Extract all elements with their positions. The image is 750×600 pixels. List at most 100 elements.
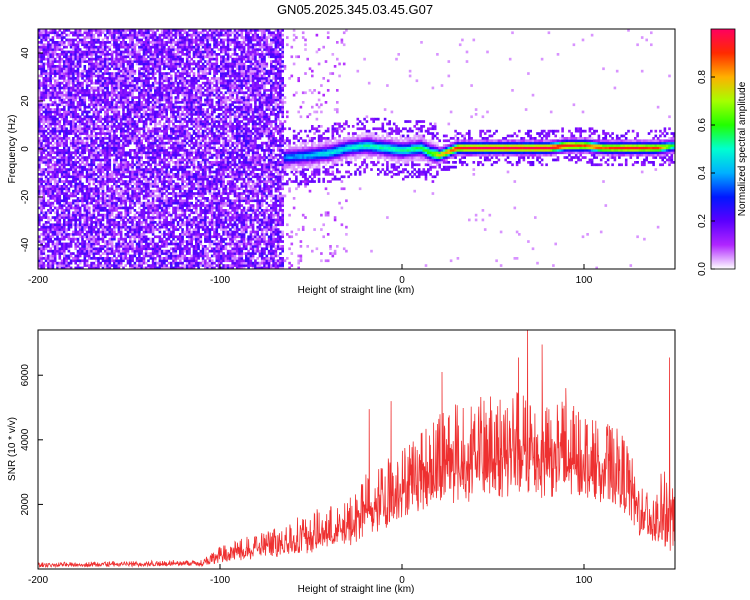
heatmap-cell <box>115 93 118 97</box>
heatmap-cell <box>90 257 93 260</box>
heatmap-cell <box>129 91 132 95</box>
heatmap-cell <box>135 257 139 260</box>
heatmap-cell <box>60 72 64 75</box>
heatmap-cell <box>49 125 52 128</box>
heatmap-cell <box>74 33 77 37</box>
heatmap-cell <box>149 156 153 159</box>
heatmap-cell <box>170 113 173 116</box>
heatmap-cell <box>69 252 73 255</box>
heatmap-cell <box>104 50 107 54</box>
heatmap-cell <box>147 177 150 181</box>
heatmap-cell <box>63 134 66 138</box>
heatmap-cell <box>76 86 80 90</box>
heatmap-cell <box>65 187 68 191</box>
heatmap-cell <box>38 96 41 99</box>
heatmap-cell <box>124 180 127 183</box>
heatmap-cell <box>179 233 182 236</box>
heatmap-cell <box>40 233 43 236</box>
heatmap-cell <box>110 209 114 212</box>
heatmap-cell <box>126 115 130 119</box>
heatmap-cell <box>56 91 59 95</box>
heatmap-cell <box>117 31 121 35</box>
heatmap-cell <box>124 33 127 37</box>
heatmap-cell <box>42 266 46 269</box>
heatmap-cell <box>49 211 52 215</box>
heatmap-cell <box>44 153 48 157</box>
heatmap-cell <box>101 67 105 71</box>
heatmap-cell <box>60 65 64 68</box>
heatmap-cell <box>140 38 143 42</box>
heatmap-cell <box>72 230 75 234</box>
heatmap-cell <box>40 91 43 95</box>
heatmap-cell <box>38 98 41 102</box>
heatmap-cell <box>117 69 121 73</box>
heatmap-cell <box>131 254 134 258</box>
heatmap-cell <box>126 235 130 239</box>
heatmap-cell <box>97 96 100 99</box>
heatmap-cell <box>154 245 157 248</box>
heatmap-cell <box>38 117 41 121</box>
heatmap-cell <box>144 146 148 150</box>
heatmap-cell <box>110 201 114 205</box>
heatmap-cell <box>115 206 118 210</box>
heatmap-cell <box>69 62 73 66</box>
heatmap-cell <box>156 53 159 56</box>
heatmap-cell <box>122 65 125 68</box>
heatmap-cell <box>133 175 137 179</box>
heatmap-cell <box>92 74 96 78</box>
heatmap-cell <box>129 84 132 87</box>
heatmap-cell <box>167 173 171 176</box>
heatmap-cell <box>172 86 175 90</box>
heatmap-cell <box>40 177 43 181</box>
heatmap-cell <box>138 187 141 191</box>
heatmap-cell <box>129 43 132 47</box>
heatmap-cell <box>149 237 153 241</box>
heatmap-cell <box>156 187 159 191</box>
heatmap-cell <box>69 55 73 59</box>
heatmap-cell <box>44 129 48 133</box>
heatmap-cell <box>165 31 168 35</box>
heatmap-cell <box>44 74 48 78</box>
heatmap-cell <box>47 153 50 157</box>
heatmap-cell <box>104 117 107 121</box>
heatmap-cell <box>104 261 107 265</box>
heatmap-cell <box>67 60 71 63</box>
heatmap-cell <box>90 29 93 32</box>
heatmap-cell <box>151 117 155 121</box>
heatmap-cell <box>163 182 166 186</box>
heatmap-cell <box>110 141 114 145</box>
heatmap-cell <box>49 218 52 222</box>
heatmap-cell <box>129 228 132 231</box>
heatmap-cell <box>147 211 150 215</box>
heatmap-cell <box>38 91 41 95</box>
heatmap-cell <box>167 187 171 191</box>
heatmap-cell <box>83 137 87 140</box>
heatmap-cell <box>42 93 46 97</box>
heatmap-cell <box>63 146 66 150</box>
heatmap-cell <box>47 74 50 78</box>
heatmap-cell <box>140 79 143 83</box>
heatmap-cell <box>99 84 102 87</box>
heatmap-cell <box>78 259 82 263</box>
heatmap-cell <box>117 65 121 68</box>
heatmap-cell <box>40 69 43 73</box>
heatmap-cell <box>88 163 91 167</box>
heatmap-cell <box>58 221 62 224</box>
heatmap-cell <box>172 144 175 147</box>
heatmap-cell <box>138 62 141 66</box>
heatmap-cell <box>110 103 114 107</box>
heatmap-cell <box>131 170 134 174</box>
heatmap-cell <box>113 115 116 119</box>
heatmap-cell <box>74 31 77 35</box>
heatmap-cell <box>47 122 50 126</box>
heatmap-cell <box>49 57 52 61</box>
heatmap-cell <box>76 117 80 121</box>
heatmap-cell <box>117 29 121 32</box>
heatmap-cell <box>122 221 125 224</box>
heatmap-cell <box>115 115 118 119</box>
heatmap-cell <box>81 57 84 61</box>
heatmap-cell <box>144 153 148 157</box>
heatmap-cell <box>76 187 80 191</box>
heatmap-cell <box>106 194 109 198</box>
heatmap-cell <box>76 113 80 116</box>
